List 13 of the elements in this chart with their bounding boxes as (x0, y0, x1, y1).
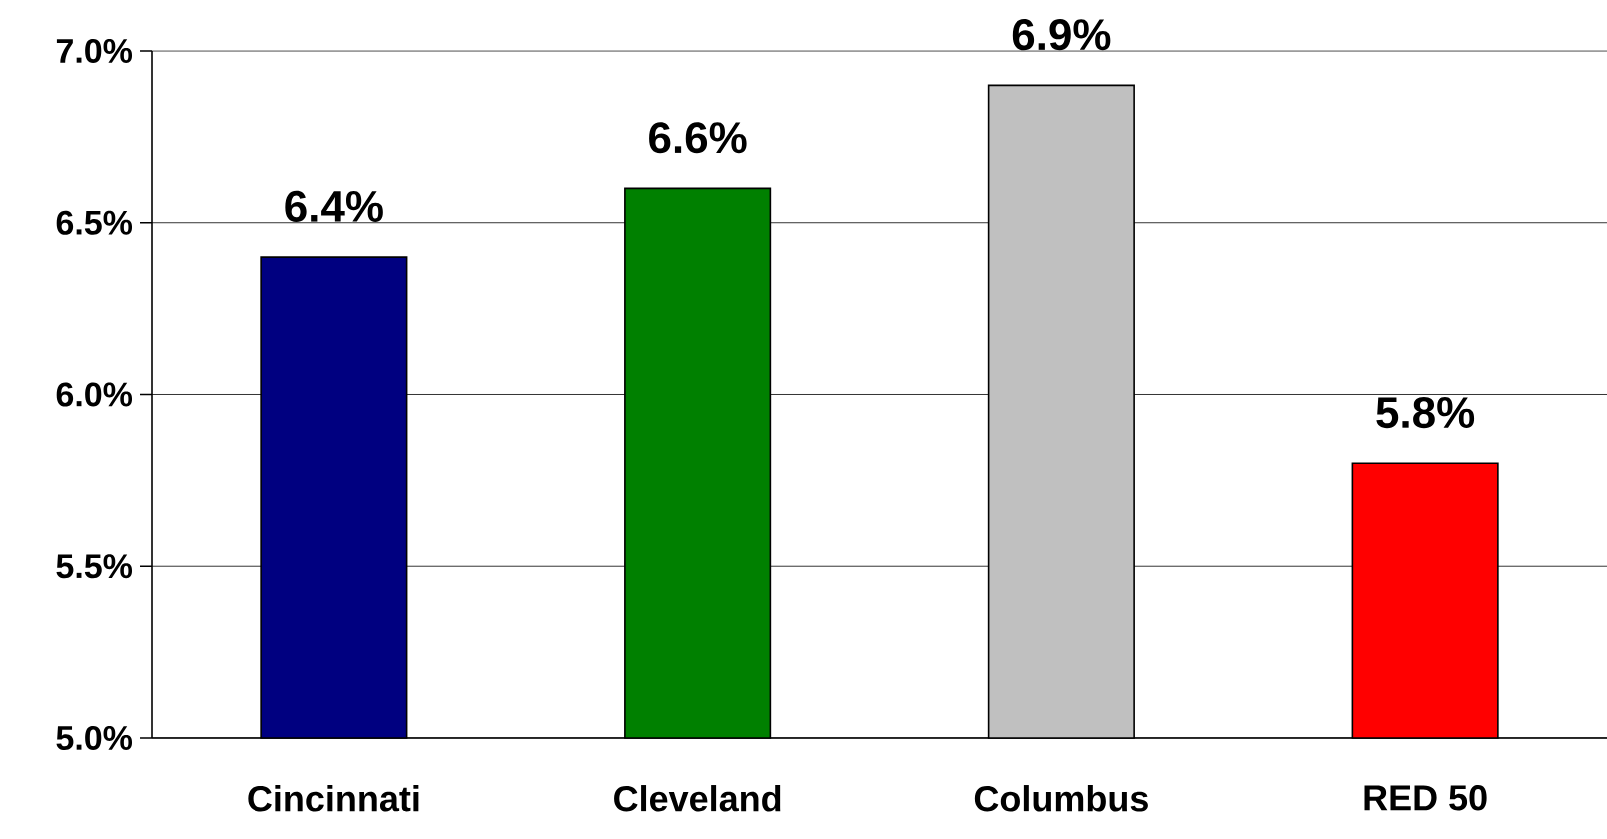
y-tick-label: 7.0% (56, 38, 133, 64)
data-label: 6.9% (1012, 19, 1111, 51)
x-tick-label: RED 50 (1364, 785, 1487, 811)
data-label: 6.4% (285, 190, 383, 223)
x-tick-label: Columbus (974, 785, 1148, 812)
x-tick-label: Cincinnati (248, 785, 419, 812)
y-tick-label: 5.0% (56, 725, 133, 751)
x-tick-label: Cleveland (614, 785, 781, 812)
y-tick-label: 5.5% (56, 554, 133, 579)
y-tick-label: 6.5% (56, 210, 133, 235)
y-tick-label: 6.0% (56, 382, 133, 407)
data-label: 6.6% (649, 122, 747, 154)
data-label: 5.8% (1376, 396, 1475, 429)
